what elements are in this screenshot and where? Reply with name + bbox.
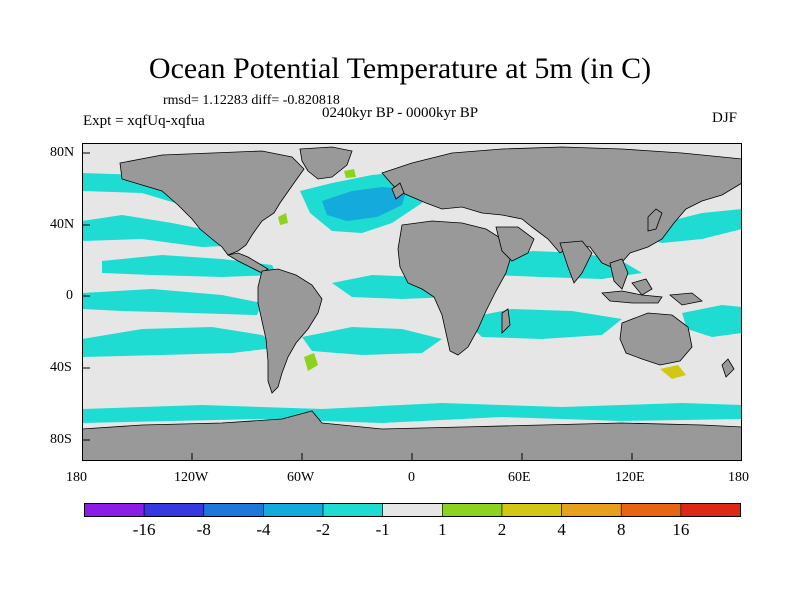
colorbar-swatch bbox=[561, 503, 622, 517]
north-pacific-subtropical-band bbox=[82, 215, 247, 247]
land-greenland bbox=[299, 146, 353, 180]
chart-title: Ocean Potential Temperature at 5m (in C) bbox=[148, 52, 652, 85]
experiment-label: Expt = xqfUq-xqfua bbox=[83, 113, 205, 129]
period-label: 0240kyr BP - 0000kyr BP bbox=[322, 105, 479, 121]
argentina-warm-patch bbox=[304, 353, 318, 371]
land-africa bbox=[397, 220, 513, 356]
colorbar-swatch bbox=[442, 503, 503, 517]
land-new-guinea bbox=[669, 292, 703, 306]
land-antarctica bbox=[82, 410, 742, 461]
colorbar-label: 1 bbox=[438, 520, 447, 539]
colorbar-label: 16 bbox=[672, 520, 690, 539]
south-atlantic-band bbox=[302, 327, 442, 355]
land-central-america bbox=[226, 252, 269, 274]
x-tick-label: 60W bbox=[287, 470, 315, 485]
land-uk bbox=[391, 182, 405, 200]
land-eurasia bbox=[381, 146, 742, 270]
colorbar-label: -1 bbox=[375, 520, 390, 539]
y-tick-label: 40N bbox=[50, 217, 75, 232]
land-borneo bbox=[631, 278, 653, 296]
east-pacific-band bbox=[102, 255, 277, 277]
land-new-zealand bbox=[721, 358, 735, 378]
y-tick-label: 80N bbox=[50, 145, 75, 160]
colorbar-label: -4 bbox=[256, 520, 271, 539]
colorbar-label: 2 bbox=[497, 520, 507, 539]
south-pacific-band bbox=[82, 327, 282, 357]
x-tick-label: 120W bbox=[174, 470, 209, 485]
colorbar-swatch bbox=[680, 503, 741, 517]
north-atlantic-core bbox=[322, 187, 407, 221]
x-tick-label: 0 bbox=[408, 470, 415, 485]
south-west-pacific-band bbox=[682, 305, 742, 337]
colorbar-label: -8 bbox=[196, 520, 211, 539]
colorbar-swatch bbox=[203, 503, 264, 517]
tropical-pacific-band bbox=[82, 289, 262, 315]
southern-ocean-band bbox=[82, 403, 742, 423]
map-ticks bbox=[82, 152, 742, 461]
land-japan bbox=[647, 208, 663, 232]
land-arabia bbox=[495, 226, 535, 262]
land-india bbox=[559, 240, 593, 284]
land-madagascar bbox=[501, 308, 511, 334]
map-panel bbox=[82, 143, 742, 461]
colorbar-swatch bbox=[322, 503, 383, 517]
colorbar-swatch bbox=[382, 503, 443, 517]
colorbar-swatch bbox=[620, 503, 682, 517]
colorbar-label: 4 bbox=[557, 520, 566, 539]
land-masses bbox=[82, 146, 742, 461]
land-south-america bbox=[257, 268, 323, 394]
colorbar-label: -16 bbox=[132, 520, 156, 539]
season-label: DJF bbox=[712, 110, 738, 126]
colorbar-swatch bbox=[263, 503, 324, 517]
colorbar-swatch bbox=[143, 503, 205, 517]
land-north-america bbox=[119, 150, 305, 256]
colorbar-swatch bbox=[84, 503, 145, 517]
land-australia bbox=[619, 312, 693, 366]
gulf-warm-patch bbox=[278, 213, 288, 225]
colorbar-swatch bbox=[501, 503, 562, 517]
colorbar bbox=[84, 503, 741, 517]
stats-line: rmsd= 1.12283 diff= -0.820818 bbox=[163, 93, 340, 108]
land-indonesia bbox=[601, 290, 663, 304]
colorbar-label: -2 bbox=[315, 520, 331, 539]
colorbar-label: 8 bbox=[616, 520, 626, 539]
y-tick-label: 0 bbox=[66, 288, 73, 303]
y-tick-label: 80S bbox=[50, 432, 72, 447]
norway-warm-patch bbox=[344, 169, 356, 178]
y-tick-label: 40S bbox=[50, 360, 72, 375]
land-southeast-asia bbox=[609, 258, 629, 290]
australia-warm-patch bbox=[660, 365, 686, 379]
x-tick-label: 180 bbox=[66, 470, 87, 485]
x-tick-label: 60E bbox=[508, 470, 531, 485]
x-tick-label: 180 bbox=[728, 470, 749, 485]
x-tick-label: 120E bbox=[615, 470, 645, 485]
